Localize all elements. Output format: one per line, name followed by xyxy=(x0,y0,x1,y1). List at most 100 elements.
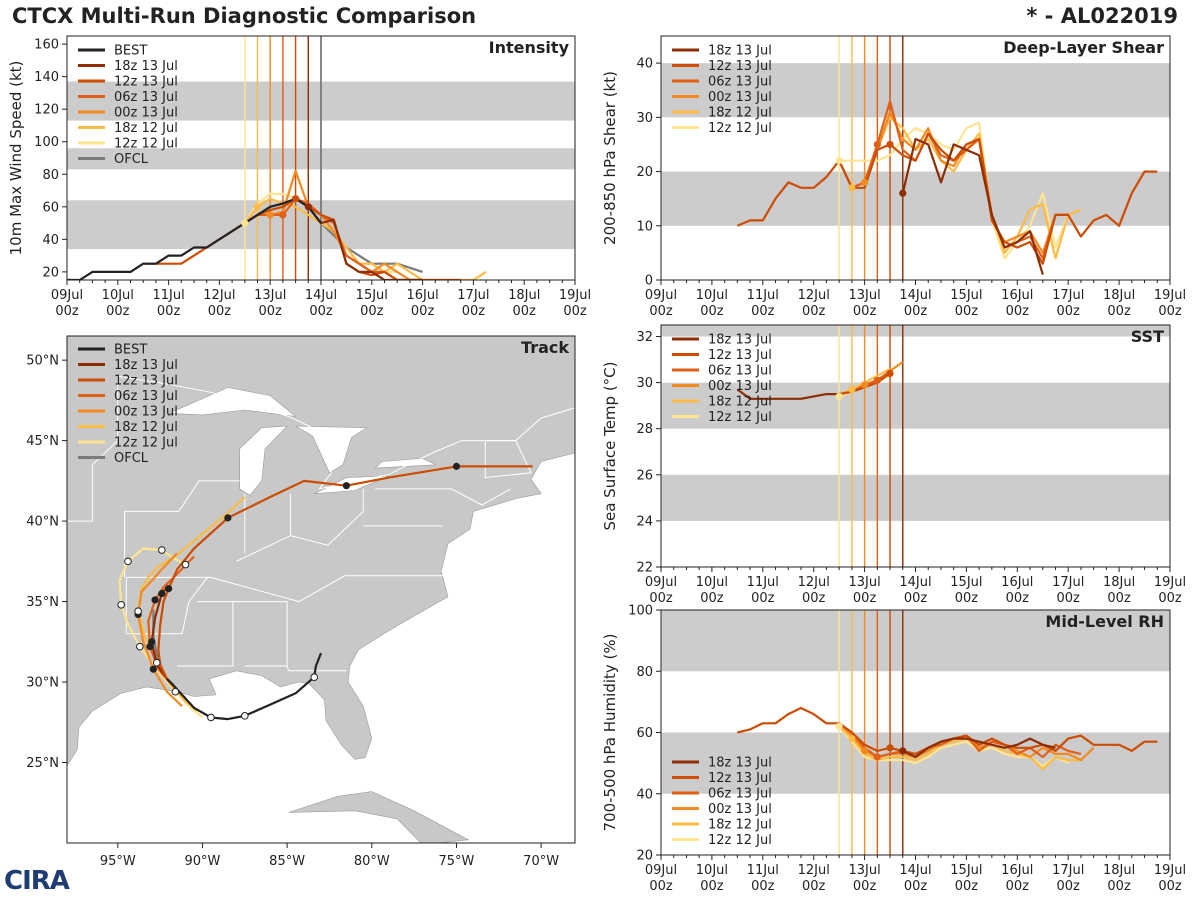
x-tick-label: 00z xyxy=(955,591,979,606)
init-marker xyxy=(861,747,869,755)
lake xyxy=(239,425,288,496)
x-tick-label: 11Jul xyxy=(747,288,779,303)
page-title: CTCX Multi-Run Diagnostic Comparison xyxy=(12,4,477,28)
legend-label: 12z 13 Jul xyxy=(708,59,772,74)
init-marker xyxy=(848,735,856,743)
track-plot-area xyxy=(67,336,575,843)
x-tick-label: 00z xyxy=(55,304,79,319)
x-tick-label: 12Jul xyxy=(798,863,830,878)
shaded-band xyxy=(661,382,1170,429)
track-position-marker xyxy=(224,514,232,522)
legend-label: 18z 13 Jul xyxy=(708,756,772,771)
x-tick-label: 15Jul xyxy=(950,575,982,590)
x-tick-label: 00z xyxy=(1057,304,1081,319)
state-border xyxy=(375,488,511,506)
x-tick-label: 00z xyxy=(1107,591,1131,606)
x-tick-label: 00z xyxy=(649,304,673,319)
x-tick-label: 00z xyxy=(1057,879,1081,894)
lon-tick-label: 75°W xyxy=(439,854,475,869)
x-tick-label: 00z xyxy=(1006,591,1030,606)
y-axis-label: 10m Max Wind Speed (kt) xyxy=(7,61,25,256)
legend-label: BEST xyxy=(114,343,147,358)
state-border xyxy=(117,375,575,490)
x-tick-label: 00z xyxy=(649,879,673,894)
track-position-marker-open xyxy=(241,712,249,720)
lake xyxy=(374,457,437,469)
x-tick-label: 00z xyxy=(904,304,928,319)
x-tick-label: 00z xyxy=(955,879,979,894)
legend-label: 18z 12 Jul xyxy=(708,395,772,410)
lon-tick-label: 95°W xyxy=(100,854,136,869)
track-frame xyxy=(66,335,576,844)
x-tick-label: 10Jul xyxy=(696,575,728,590)
y-tick-label: 22 xyxy=(636,561,653,576)
x-tick-label: 18Jul xyxy=(1103,863,1135,878)
state-border xyxy=(67,376,119,522)
legend-label: 18z 12 Jul xyxy=(114,121,178,136)
x-tick-label: 00z xyxy=(904,879,928,894)
init-marker xyxy=(899,189,907,197)
y-tick-label: 40 xyxy=(636,57,653,72)
x-tick-label: 16Jul xyxy=(406,288,438,303)
legend-label: 12z 12 Jul xyxy=(114,137,178,152)
x-tick-label: 00z xyxy=(1158,591,1182,606)
init-marker xyxy=(861,178,869,186)
state-border xyxy=(232,601,288,666)
shaded-band xyxy=(661,610,1170,672)
x-tick-label: 09Jul xyxy=(645,575,677,590)
y-tick-label: 140 xyxy=(34,70,59,85)
y-axis-label: 700-500 hPa Humidity (%) xyxy=(601,633,619,831)
shear-panel: 01020304009Jul00z10Jul00z11Jul00z12Jul00… xyxy=(601,35,1186,319)
state-border xyxy=(177,601,234,667)
init-marker xyxy=(899,747,907,755)
series-line-BEST xyxy=(67,197,322,280)
intensity-panel: 2040608010012014016009Jul00z10Jul00z11Ju… xyxy=(7,35,591,319)
intensity-plot-area xyxy=(67,36,575,280)
track-position-marker-open xyxy=(117,600,125,609)
legend-label: 12z 13 Jul xyxy=(114,374,178,389)
x-tick-label: 00z xyxy=(700,304,724,319)
x-tick-label: 19Jul xyxy=(1154,288,1186,303)
state-border xyxy=(236,488,364,562)
init-marker xyxy=(241,219,249,227)
legend-label: 12z 13 Jul xyxy=(708,771,772,786)
legend-label: 06z 13 Jul xyxy=(708,787,772,802)
state-border xyxy=(244,665,347,672)
lon-tick-label: 80°W xyxy=(354,854,390,869)
init-marker xyxy=(886,744,894,752)
legend-label: 00z 13 Jul xyxy=(114,106,178,121)
legend-label: 18z 13 Jul xyxy=(114,358,178,373)
lon-tick-label: 70°W xyxy=(523,854,559,869)
y-tick-label: 26 xyxy=(636,468,653,483)
legend-label: 00z 13 Jul xyxy=(708,379,772,394)
track-position-marker-open xyxy=(207,713,215,722)
shaded-band xyxy=(661,63,1170,118)
y-tick-label: 10 xyxy=(636,219,653,234)
x-tick-label: 15Jul xyxy=(356,288,388,303)
x-tick-label: 00z xyxy=(853,591,877,606)
x-tick-label: 12Jul xyxy=(203,288,235,303)
init-marker xyxy=(873,376,881,384)
land-cuba xyxy=(288,791,470,843)
init-marker xyxy=(886,140,894,149)
x-tick-label: 00z xyxy=(751,304,775,319)
init-marker xyxy=(861,381,869,389)
track-position-marker xyxy=(342,482,350,490)
shaded-band xyxy=(661,474,1170,521)
lat-tick-label: 35°N xyxy=(26,595,59,610)
x-tick-label: 17Jul xyxy=(1052,575,1084,590)
y-tick-label: 32 xyxy=(636,330,653,345)
lat-tick-label: 40°N xyxy=(26,515,59,530)
storm-id: * - AL022019 xyxy=(1026,4,1178,28)
y-tick-label: 20 xyxy=(42,265,59,280)
x-tick-label: 13Jul xyxy=(848,288,880,303)
legend-label: 06z 13 Jul xyxy=(114,389,178,404)
track-position-marker xyxy=(151,596,159,604)
legend-label: 18z 12 Jul xyxy=(708,818,772,833)
init-marker xyxy=(835,157,843,165)
x-tick-label: 00z xyxy=(1057,591,1081,606)
x-tick-label: 00z xyxy=(751,591,775,606)
track-position-marker-open xyxy=(181,560,190,569)
x-tick-label: 13Jul xyxy=(848,863,880,878)
